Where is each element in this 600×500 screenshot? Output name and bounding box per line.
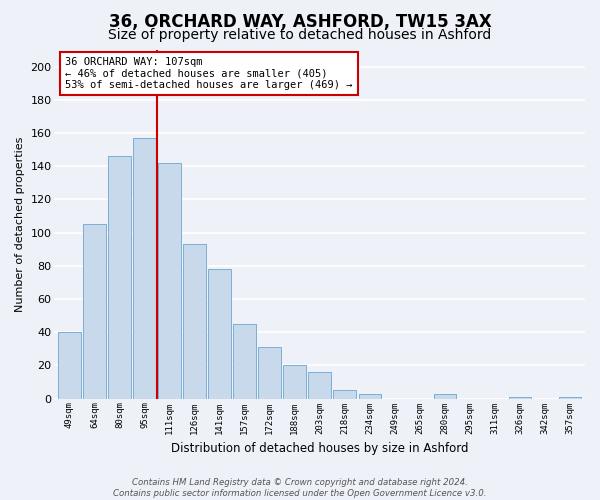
Bar [58, 332, 81, 398]
Bar [559, 397, 581, 398]
Bar [184, 244, 206, 398]
Text: Size of property relative to detached houses in Ashford: Size of property relative to detached ho… [109, 28, 491, 42]
Bar [83, 224, 106, 398]
Bar [283, 366, 306, 398]
Bar [509, 397, 531, 398]
X-axis label: Distribution of detached houses by size in Ashford: Distribution of detached houses by size … [171, 442, 469, 455]
Bar [308, 372, 331, 398]
Bar [359, 394, 381, 398]
Bar [133, 138, 156, 398]
Bar [434, 394, 456, 398]
Bar [108, 156, 131, 398]
Bar [334, 390, 356, 398]
Bar [233, 324, 256, 398]
Text: 36, ORCHARD WAY, ASHFORD, TW15 3AX: 36, ORCHARD WAY, ASHFORD, TW15 3AX [109, 12, 491, 30]
Text: Contains HM Land Registry data © Crown copyright and database right 2024.
Contai: Contains HM Land Registry data © Crown c… [113, 478, 487, 498]
Y-axis label: Number of detached properties: Number of detached properties [15, 136, 25, 312]
Bar [158, 163, 181, 398]
Bar [208, 269, 231, 398]
Bar [259, 347, 281, 399]
Text: 36 ORCHARD WAY: 107sqm
← 46% of detached houses are smaller (405)
53% of semi-de: 36 ORCHARD WAY: 107sqm ← 46% of detached… [65, 57, 353, 90]
